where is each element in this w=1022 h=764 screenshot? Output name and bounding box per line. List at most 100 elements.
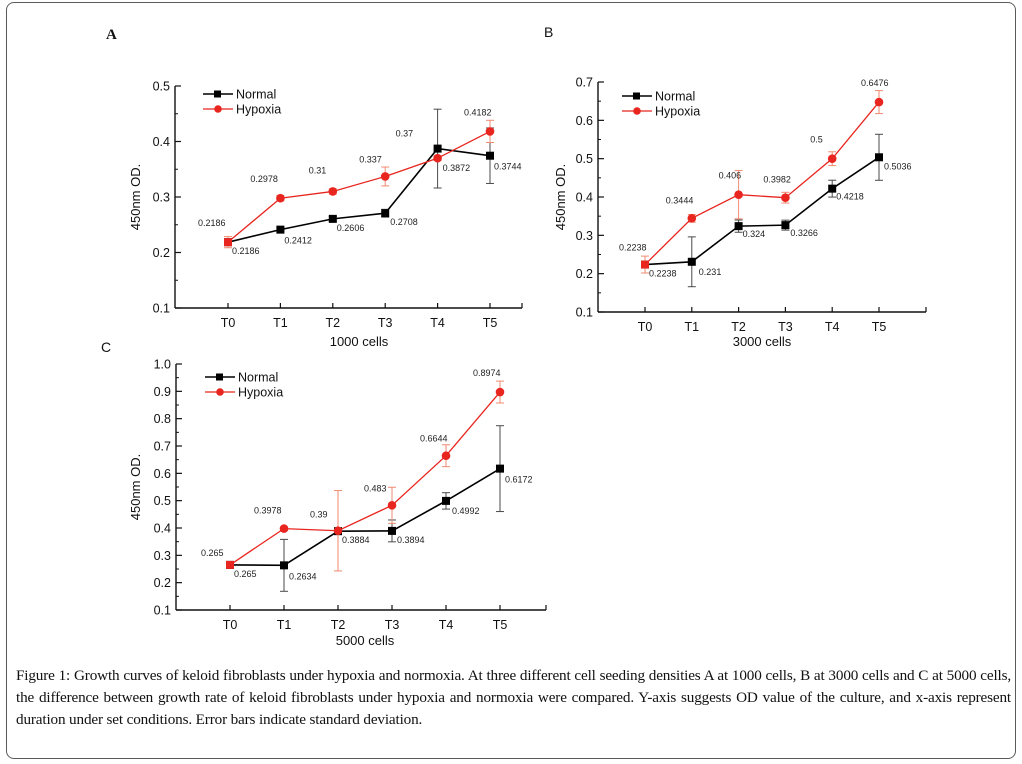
data-label: 0.3982 <box>763 175 791 185</box>
data-label: 0.4218 <box>836 192 864 202</box>
data-label: 0.2978 <box>250 174 278 184</box>
data-point <box>781 221 790 230</box>
legend-label: Hypoxia <box>236 103 281 117</box>
data-label: 0.6172 <box>505 475 533 485</box>
chart-c: 0.1 0.2 0.3 0.4 0.5 0.6 0.7 0.8 0.9 1.0 T0 T1 T2 T3 T4… <box>128 358 547 648</box>
y-tick-label: 0.1 <box>576 306 593 320</box>
chart-a: 0.1 0.2 0.3 0.4 0.5 T0 T1 T2 T3 T4 T5 450nm OD. 1000… <box>128 80 523 349</box>
data-point <box>687 257 696 266</box>
x-tick-label: T5 <box>483 316 498 330</box>
legend-label: Normal <box>236 88 276 102</box>
data-label: 0.337 <box>359 154 382 164</box>
y-tick-label: 0.8 <box>154 412 171 426</box>
legend-label: Hypoxia <box>238 386 283 400</box>
data-label: 0.2186 <box>232 246 260 256</box>
data-label: 0.265 <box>234 569 257 579</box>
data-point <box>734 222 743 231</box>
x-tick-label: T5 <box>872 320 887 334</box>
data-point <box>641 260 649 269</box>
x-tick-label: T3 <box>778 320 793 334</box>
x-tick-label: T0 <box>638 320 653 334</box>
data-point <box>328 187 338 196</box>
legend-label: Normal <box>238 371 278 385</box>
data-point <box>875 153 883 162</box>
data-point <box>276 193 285 203</box>
y-tick-label: 0.7 <box>154 440 171 454</box>
data-point <box>276 225 285 234</box>
series-hypoxia: 0.265 0.3978 0.39 0.483 0.6644 0.8974 <box>201 368 505 572</box>
data-label: 0.2238 <box>649 269 677 279</box>
data-point <box>380 172 390 181</box>
x-tick-label: T1 <box>277 618 292 632</box>
data-point <box>486 151 494 160</box>
data-point <box>328 214 337 223</box>
y-tick-label: 0.6 <box>154 467 171 481</box>
x-tick-label: T2 <box>731 320 746 334</box>
data-point <box>874 97 884 107</box>
data-label: 0.3444 <box>666 195 694 205</box>
y-tick-label: 0.3 <box>153 191 170 205</box>
data-label: 0.265 <box>201 548 224 558</box>
y-tick-label: 0.6 <box>576 114 593 128</box>
y-tick-label: 0.1 <box>153 302 170 316</box>
data-label: 0.324 <box>743 229 766 239</box>
chart-b: 0.1 0.2 0.3 0.4 0.5 0.6 0.7 T0 T1 T2 T3 T4 T5 450nm O… <box>553 76 927 349</box>
series-line <box>644 156 880 266</box>
y-tick-label: 0.2 <box>153 246 170 260</box>
data-point <box>388 526 396 535</box>
legend-marker <box>216 373 223 381</box>
y-tick-label: 0.3 <box>576 229 593 243</box>
x-tick-label: T4 <box>430 316 445 330</box>
legend-label: Hypoxia <box>655 105 700 119</box>
y-axis-title: 450nm OD. <box>128 454 143 520</box>
y-tick-label: 0.7 <box>576 76 593 90</box>
legend-marker <box>216 388 224 396</box>
x-axis-title: 5000 cells <box>336 633 395 648</box>
x-tick-label: T0 <box>221 316 236 330</box>
data-point <box>442 496 450 505</box>
x-tick-label: T3 <box>385 618 400 632</box>
y-tick-label: 1.0 <box>154 358 171 372</box>
figure-caption: Figure 1: Growth curves of keloid fibrob… <box>16 665 1011 731</box>
x-tick-label: T4 <box>439 618 454 632</box>
x-axis-title: 3000 cells <box>733 334 792 349</box>
data-point <box>495 387 505 397</box>
data-point <box>333 526 343 536</box>
y-tick-label: 0.2 <box>576 267 593 281</box>
y-axis-title: 450nm OD. <box>553 164 568 230</box>
data-point <box>781 193 790 202</box>
series-hypoxia: 0.2238 0.3444 0.406 0.3982 0.5 0.6476 <box>619 78 889 274</box>
data-label: 0.2606 <box>337 223 365 233</box>
data-point <box>687 214 697 223</box>
y-tick-label: 0.5 <box>154 494 171 508</box>
y-tick-label: 0.4 <box>576 191 593 205</box>
series-line <box>229 391 501 566</box>
y-tick-label: 0.4 <box>154 522 171 536</box>
caption-text: Growth curves of keloid fibroblasts unde… <box>16 667 1011 728</box>
x-tick-label: T2 <box>326 316 341 330</box>
data-label: 0.4182 <box>464 107 492 117</box>
data-label: 0.231 <box>699 267 722 277</box>
data-label: 0.3884 <box>342 535 370 545</box>
legend-marker <box>214 105 222 113</box>
data-label: 0.2186 <box>198 218 226 228</box>
panel-label-a: A <box>106 27 117 43</box>
x-tick-label: T1 <box>685 320 700 334</box>
data-label: 0.2708 <box>390 217 418 227</box>
data-point <box>827 154 837 163</box>
caption-figure-number: Figure 1: <box>16 667 71 684</box>
series-line <box>229 467 501 567</box>
x-tick-label: T2 <box>331 618 346 632</box>
data-label: 0.3266 <box>790 228 818 238</box>
legend-label: Normal <box>655 90 695 104</box>
data-point <box>280 561 288 570</box>
data-label: 0.2238 <box>619 243 647 253</box>
x-tick-label: T1 <box>273 316 288 330</box>
y-tick-label: 0.2 <box>154 576 171 590</box>
data-label: 0.3978 <box>254 506 282 516</box>
series-line <box>227 147 491 243</box>
series-line <box>227 130 491 243</box>
